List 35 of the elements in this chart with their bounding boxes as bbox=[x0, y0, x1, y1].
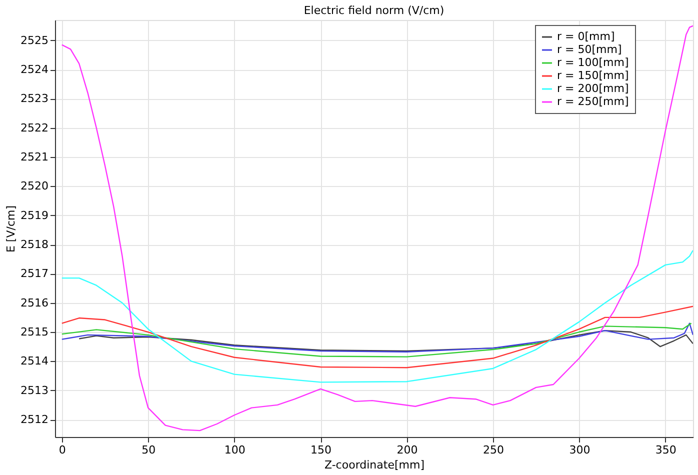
legend-label: r = 0[mm] bbox=[557, 30, 615, 43]
y-tick-label: 2518 bbox=[20, 238, 48, 252]
legend-label: r = 50[mm] bbox=[557, 43, 622, 56]
line-series bbox=[61, 250, 693, 383]
legend-label: r = 150[mm] bbox=[557, 69, 629, 82]
chart-title: Electric field norm (V/cm) bbox=[304, 4, 444, 17]
line-series bbox=[61, 25, 693, 432]
y-tick-label: 2512 bbox=[20, 413, 48, 426]
y-tick-label: 2523 bbox=[20, 92, 48, 106]
line-series bbox=[78, 330, 693, 352]
y-tick-label: 2517 bbox=[20, 267, 48, 280]
legend-label: r = 200[mm] bbox=[557, 82, 629, 95]
y-tick-label: 2516 bbox=[20, 296, 48, 310]
x-tick-label: 300 bbox=[569, 444, 590, 456]
y-tick-label: 2515 bbox=[20, 326, 48, 339]
x-tick-label: 350 bbox=[655, 444, 676, 456]
y-tick-label: 2514 bbox=[20, 354, 48, 368]
y-tick-label: 2521 bbox=[20, 150, 48, 164]
x-tick-label: 100 bbox=[224, 444, 246, 456]
x-tick-label: 200 bbox=[396, 444, 418, 456]
line-series bbox=[61, 306, 693, 368]
legend-label: r = 100[mm] bbox=[557, 56, 629, 69]
x-tick-label: 250 bbox=[482, 444, 504, 456]
y-axis-title: E [V/cm] bbox=[4, 205, 18, 253]
x-axis-title: Z-coordinate[mm] bbox=[324, 458, 424, 472]
y-tick-label: 2519 bbox=[20, 208, 48, 222]
y-tick-label: 2522 bbox=[20, 121, 48, 134]
y-tick-label: 2513 bbox=[20, 384, 48, 397]
y-tick-label: 2525 bbox=[20, 34, 48, 47]
x-tick-label: 150 bbox=[310, 444, 332, 456]
legend-label: r = 250[mm] bbox=[557, 95, 629, 108]
y-tick-label: 2520 bbox=[20, 180, 48, 193]
y-tick-label: 2524 bbox=[20, 63, 48, 76]
x-tick-label: 0 bbox=[58, 444, 66, 456]
x-tick-label: 50 bbox=[142, 444, 156, 456]
